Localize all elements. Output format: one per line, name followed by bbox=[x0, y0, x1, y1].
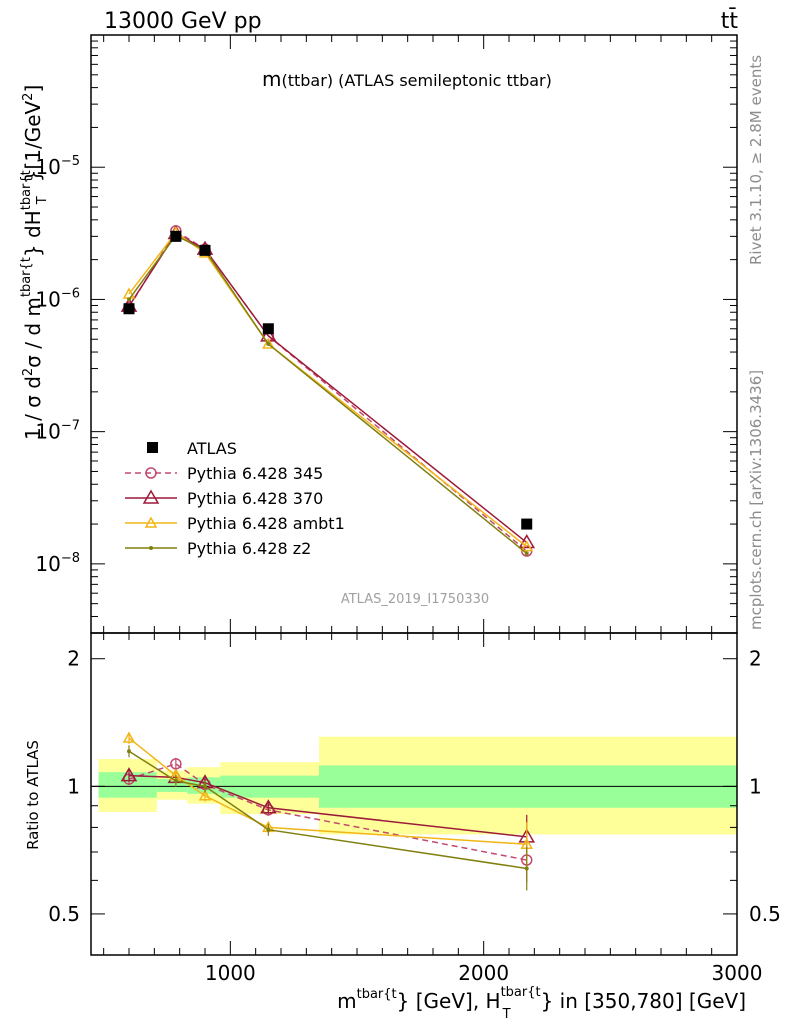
xlabel-sub-1: T bbox=[502, 1007, 511, 1022]
ratio-3-point-4 bbox=[524, 866, 529, 871]
ratio-3-point-3 bbox=[266, 827, 271, 832]
rtick-label-right-0: 0.5 bbox=[749, 902, 781, 926]
data-point-1 bbox=[170, 230, 182, 242]
legend-label-3: Pythia 6.428 z2 bbox=[187, 539, 311, 558]
series-3-point-4 bbox=[524, 551, 529, 556]
rtick-label-left-2: 2 bbox=[67, 647, 80, 671]
ratio-3-point-2 bbox=[203, 784, 207, 789]
xtick-label-2: 3000 bbox=[712, 961, 763, 985]
legend-label-data: ATLAS bbox=[187, 439, 237, 458]
series-3-point-0 bbox=[127, 297, 131, 302]
ratio-1-point-3 bbox=[260, 799, 277, 814]
legend-marker-0 bbox=[145, 467, 157, 479]
xlabel-sup-2: tbar{t bbox=[501, 985, 541, 1000]
ratio-1-point-0 bbox=[120, 767, 138, 782]
process-label: tt̄ bbox=[721, 8, 739, 34]
ylabel-sup-4: 2 bbox=[21, 93, 36, 101]
ratio-3-point-1 bbox=[173, 778, 178, 783]
rtick-label-left-1: 1 bbox=[67, 774, 80, 798]
data-point-0 bbox=[123, 303, 135, 315]
xlabel-part-1: m bbox=[337, 989, 356, 1013]
mcplots-label: mcplots.cern.ch [arXiv:1306.3436] bbox=[747, 370, 765, 630]
legend-label-2: Pythia 6.428 ambt1 bbox=[187, 514, 345, 533]
legend-marker-2 bbox=[144, 516, 158, 528]
series-1-point-3 bbox=[260, 327, 277, 342]
series-1-point-4 bbox=[518, 534, 536, 549]
rtick-label-right-1: 1 bbox=[749, 774, 762, 798]
ratio-plot-frame bbox=[90, 632, 738, 956]
xlabel-part-3: } in [350,780] [GeV] bbox=[541, 989, 746, 1013]
title-main: m bbox=[262, 67, 281, 91]
ratio-0-point-1 bbox=[170, 758, 182, 770]
energy-label: 13000 GeV pp bbox=[104, 9, 262, 34]
xlabel-sup-1: tbar{t bbox=[357, 987, 397, 1002]
ylabel-part-2: σ / d m bbox=[21, 297, 45, 368]
rtick-label-right-2: 2 bbox=[749, 647, 762, 671]
ylabel-sup-3: tbar{t bbox=[19, 170, 34, 210]
ytick-label-2: 10−6 bbox=[35, 286, 80, 311]
ylabel-sup-2: tbar{t bbox=[19, 257, 34, 297]
series-2-point-3 bbox=[262, 337, 275, 349]
x-axis-label: mtbar{t} [GeV], Htbar{t T} in [350,780] [… bbox=[337, 985, 746, 1022]
legend-marker-3 bbox=[149, 546, 153, 550]
ytick-label-3: 10−5 bbox=[35, 154, 80, 179]
chart-title: m(ttbar) (ATLAS semileptonic ttbar) bbox=[262, 67, 552, 91]
ylabel-part-1: 1 / σ d bbox=[21, 376, 45, 440]
ylabel-part-5: ] bbox=[21, 85, 45, 93]
xlabel-part-2: } [GeV], H bbox=[397, 989, 501, 1013]
ylabel-sup-1: 2 bbox=[21, 368, 36, 376]
xtick-label-1: 2000 bbox=[458, 961, 509, 985]
title-rest: (ttbar) (ATLAS semileptonic ttbar) bbox=[281, 71, 551, 90]
rtick-label-left-0: 0.5 bbox=[48, 902, 80, 926]
data-point-3 bbox=[262, 323, 274, 335]
data-point-4 bbox=[521, 518, 533, 530]
series-2-point-4 bbox=[520, 540, 534, 552]
data-point-2 bbox=[199, 244, 211, 256]
rivet-label: Rivet 3.1.10, ≥ 2.8M events bbox=[747, 55, 765, 265]
legend-label-0: Pythia 6.428 345 bbox=[187, 464, 323, 483]
y-axis-label: 1 / σ d2σ / d mtbar{t} dHtbar{tT}[1/GeV2… bbox=[19, 85, 50, 440]
ytick-label-1: 10−7 bbox=[35, 419, 80, 444]
ratio-y-label: Ratio to ATLAS bbox=[24, 740, 42, 850]
ratio-3-point-0 bbox=[127, 749, 131, 754]
ylabel-part-4: }[1/GeV bbox=[21, 101, 45, 183]
legend-label-1: Pythia 6.428 370 bbox=[187, 489, 323, 508]
ratio-2-point-0 bbox=[122, 731, 136, 743]
analysis-watermark: ATLAS_2019_I1750330 bbox=[341, 592, 489, 607]
legend-marker-data bbox=[147, 442, 158, 453]
ytick-label-0: 10−8 bbox=[35, 551, 80, 576]
xtick-label-0: 1000 bbox=[205, 961, 256, 985]
legend-marker-1 bbox=[142, 489, 160, 504]
ylabel-sub-1: T bbox=[35, 196, 50, 205]
ratio-2-point-2 bbox=[198, 789, 212, 801]
series-3-point-3 bbox=[266, 342, 271, 347]
ylabel-part-3: } dH bbox=[21, 210, 45, 257]
